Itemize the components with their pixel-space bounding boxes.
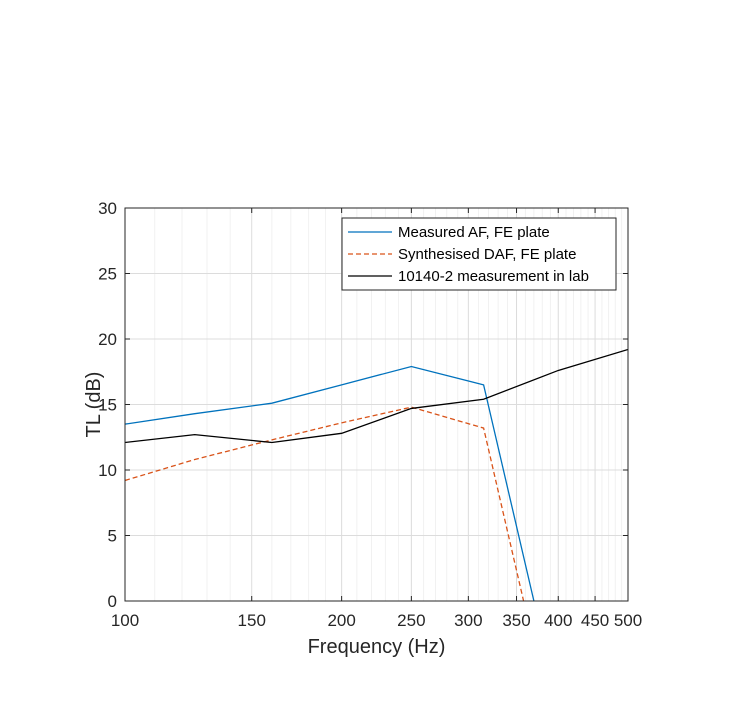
x-tick-label: 200 [327,611,355,630]
x-tick-label: 500 [614,611,642,630]
legend-label-3: 10140-2 measurement in lab [398,268,589,285]
y-tick-label: 0 [108,592,117,611]
axes-frame [124,207,629,602]
legend-label-2: Synthesised DAF, FE plate [398,246,576,263]
series-line-3 [125,348,628,444]
x-tick-label: 100 [111,611,139,630]
y-tick-label: 30 [98,199,117,218]
x-tick-label: 150 [238,611,266,630]
series-line-1 [125,365,535,601]
series-line-2 [125,406,525,601]
x-tick-label: 450 [581,611,609,630]
tick-labels: 100 150 200 250 300 350 400 450 500 0 5 10 15 20 25 30 [98,199,642,630]
y-axis-label: TL (dB) [83,372,105,438]
y-tick-label: 25 [98,265,117,284]
x-tick-label: 300 [454,611,482,630]
legend: Measured AF, FE plate Synthesised DAF, FE… [341,217,617,291]
legend-label-1: Measured AF, FE plate [398,224,550,241]
y-tick-label: 15 [98,396,117,415]
x-tick-label: 350 [502,611,530,630]
y-tick-label: 5 [108,527,117,546]
legend-box [341,217,617,291]
y-tick-label: 20 [98,330,117,349]
x-axis-label: Frequency (Hz) [308,636,446,658]
x-tick-label: 250 [397,611,425,630]
plot-area [125,348,628,601]
y-tick-label: 10 [98,461,117,480]
x-tick-label: 400 [544,611,572,630]
